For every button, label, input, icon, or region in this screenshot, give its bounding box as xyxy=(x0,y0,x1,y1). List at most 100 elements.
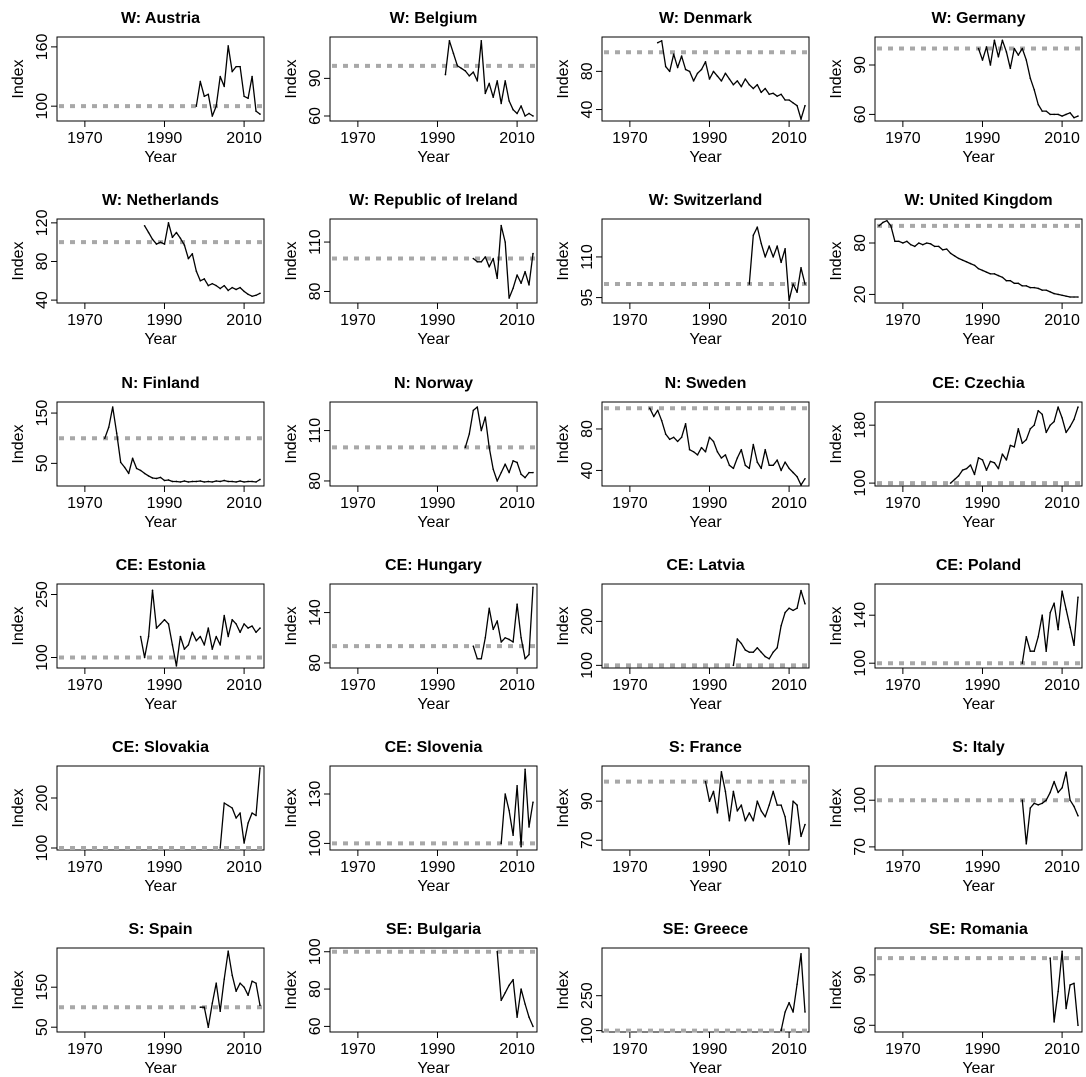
data-point xyxy=(496,950,498,953)
x-tick-label: 1990 xyxy=(965,677,1001,694)
y-axis-label: Index xyxy=(828,788,845,827)
data-point xyxy=(989,273,992,275)
data-point xyxy=(1053,602,1055,604)
data-point xyxy=(1041,413,1043,416)
data-point xyxy=(784,248,786,250)
data-point xyxy=(147,231,150,234)
x-axis-label: Year xyxy=(417,1060,450,1077)
data-point xyxy=(135,467,138,470)
x-tick-label: 1970 xyxy=(340,130,376,147)
data-point xyxy=(906,240,908,243)
data-point xyxy=(512,108,514,111)
data-point xyxy=(989,460,992,463)
data-point xyxy=(255,481,257,483)
x-axis-label: Year xyxy=(689,514,722,531)
data-point xyxy=(1021,799,1024,802)
data-point xyxy=(776,245,778,247)
data-point xyxy=(199,1006,202,1008)
data-point xyxy=(1045,431,1047,434)
data-point xyxy=(235,623,237,625)
data-point xyxy=(764,256,767,258)
data-point xyxy=(792,800,794,802)
data-point xyxy=(223,479,225,482)
data-point xyxy=(103,437,106,440)
y-tick-label: 90 xyxy=(852,56,869,74)
x-tick-label: 1970 xyxy=(340,1041,376,1058)
y-tick-label: 60 xyxy=(307,1017,324,1035)
data-point xyxy=(247,293,249,296)
x-tick-label: 2010 xyxy=(499,1041,535,1058)
data-point xyxy=(444,73,447,76)
data-point xyxy=(239,812,241,814)
x-tick-label: 1970 xyxy=(67,859,103,876)
data-point xyxy=(744,649,747,651)
data-point xyxy=(251,980,253,982)
data-point xyxy=(648,407,651,410)
series-line xyxy=(144,222,261,297)
data-point xyxy=(740,85,743,88)
data-point xyxy=(504,463,506,465)
data-point xyxy=(985,469,988,471)
data-point xyxy=(123,466,126,469)
data-point xyxy=(211,1002,214,1004)
data-point xyxy=(472,409,475,412)
data-point xyxy=(243,481,245,483)
data-point xyxy=(772,651,774,653)
data-point xyxy=(712,440,715,443)
data-point xyxy=(1001,453,1004,455)
data-point xyxy=(532,252,534,255)
y-axis-label: Index xyxy=(828,970,845,1009)
x-tick-label: 1990 xyxy=(147,859,183,876)
x-tick-label: 2010 xyxy=(1044,130,1080,147)
x-tick-label: 1970 xyxy=(612,859,648,876)
y-axis-label: Index xyxy=(10,970,27,1009)
data-point xyxy=(187,481,190,483)
data-point xyxy=(660,419,663,422)
data-point xyxy=(223,284,225,287)
data-point xyxy=(139,469,142,472)
data-point xyxy=(528,112,530,115)
plot-frame xyxy=(874,583,1083,669)
x-tick-label: 1990 xyxy=(692,130,728,147)
data-point xyxy=(1013,47,1016,50)
y-tick-label: 100 xyxy=(579,1017,596,1044)
data-point xyxy=(664,65,667,68)
x-axis-label: Year xyxy=(144,331,177,348)
data-point xyxy=(997,55,1000,58)
plot-frame xyxy=(874,218,1083,304)
data-point xyxy=(1021,442,1024,445)
data-point xyxy=(131,457,134,460)
panel: CE: Slovakia 1970 1990 2010 100 200 Year Index xyxy=(10,739,265,895)
x-axis-label: Year xyxy=(144,878,177,895)
data-point xyxy=(1041,289,1043,291)
data-point xyxy=(1005,51,1008,53)
x-axis-label: Year xyxy=(689,331,722,348)
plot-frame xyxy=(601,765,810,851)
x-tick-label: 2010 xyxy=(771,859,807,876)
data-point xyxy=(243,290,245,293)
data-point xyxy=(175,665,178,667)
data-point xyxy=(223,85,225,88)
plot-frame xyxy=(329,401,538,487)
panel: W: Republic of Ireland 1970 1990 2010 80 110 Y… xyxy=(283,192,538,348)
data-point xyxy=(1037,103,1040,106)
data-point xyxy=(1049,612,1051,614)
data-point xyxy=(660,40,663,42)
data-point xyxy=(993,462,996,464)
data-point xyxy=(251,75,253,78)
data-point xyxy=(800,835,802,838)
data-point xyxy=(175,231,178,234)
data-point xyxy=(890,225,892,227)
data-point xyxy=(668,70,671,73)
data-point xyxy=(965,467,968,470)
data-point xyxy=(680,55,683,57)
y-tick-label: 200 xyxy=(579,608,596,635)
data-point xyxy=(796,804,798,806)
data-point xyxy=(191,480,194,483)
data-point xyxy=(1029,807,1032,809)
panel-title: W: Denmark xyxy=(659,10,752,27)
data-point xyxy=(259,478,261,481)
x-axis-label: Year xyxy=(417,514,450,531)
data-point xyxy=(159,241,162,243)
y-tick-label: 40 xyxy=(34,291,51,309)
